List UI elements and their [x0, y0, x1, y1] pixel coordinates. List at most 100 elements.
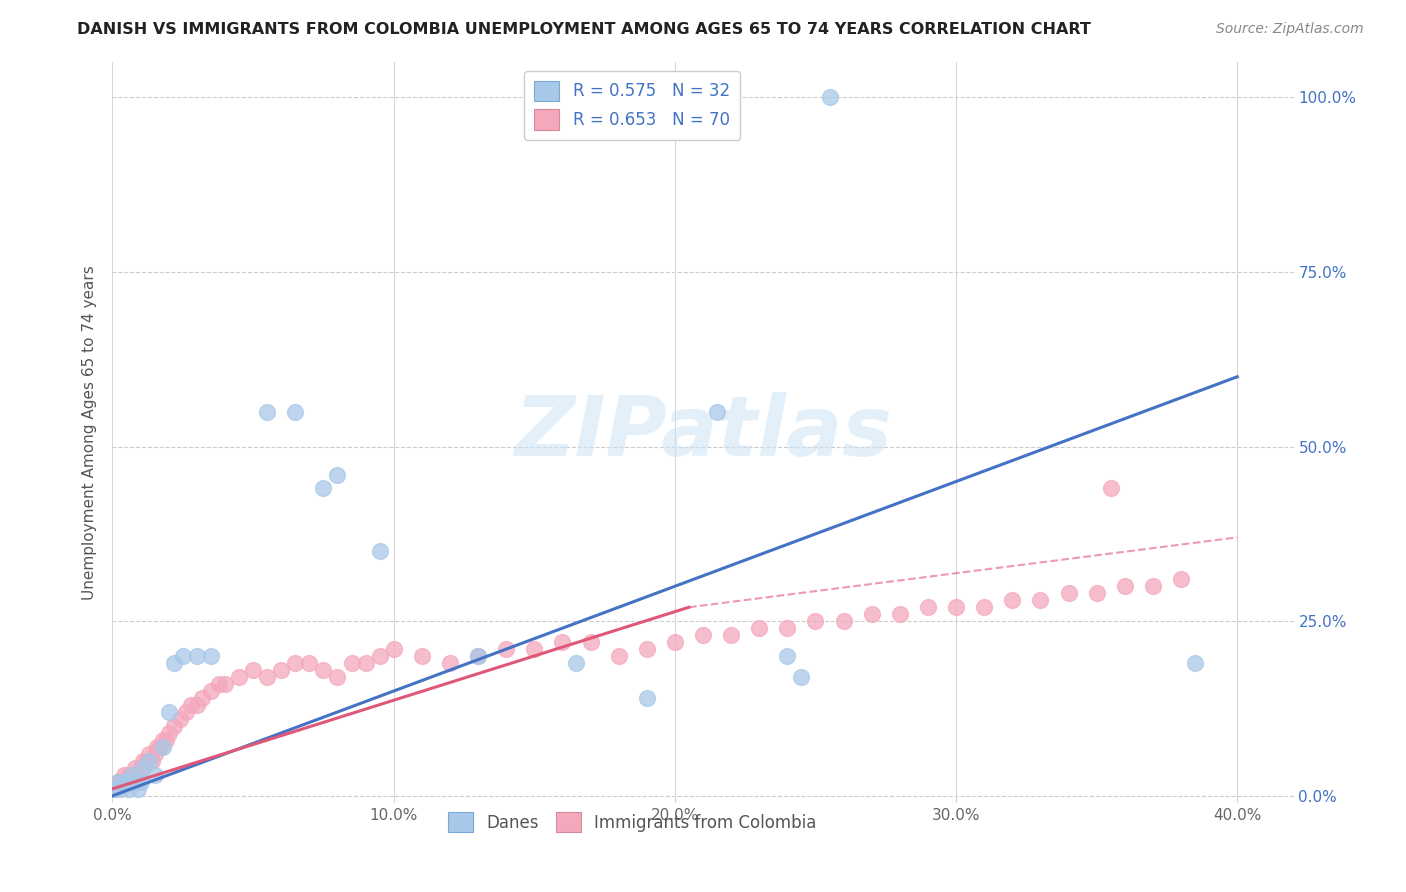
Legend: Danes, Immigrants from Colombia: Danes, Immigrants from Colombia	[441, 805, 823, 838]
Point	[917, 600, 939, 615]
Point	[104, 781, 127, 796]
Point	[818, 90, 841, 104]
Point	[149, 739, 172, 754]
Point	[945, 600, 967, 615]
Point	[214, 677, 236, 691]
Point	[157, 726, 180, 740]
Point	[1001, 593, 1024, 607]
Point	[146, 739, 169, 754]
Point	[495, 642, 517, 657]
Point	[155, 733, 177, 747]
Point	[790, 670, 813, 684]
Point	[973, 600, 995, 615]
Point	[368, 544, 391, 558]
Point	[121, 768, 143, 782]
Point	[157, 705, 180, 719]
Point	[129, 775, 152, 789]
Point	[776, 649, 799, 664]
Point	[692, 628, 714, 642]
Point	[284, 656, 307, 670]
Point	[312, 663, 335, 677]
Point	[107, 775, 129, 789]
Point	[132, 761, 155, 775]
Point	[889, 607, 911, 622]
Point	[748, 621, 770, 635]
Point	[127, 768, 149, 782]
Point	[467, 649, 489, 664]
Point	[860, 607, 883, 622]
Point	[208, 677, 231, 691]
Point	[129, 761, 152, 775]
Point	[551, 635, 574, 649]
Point	[340, 656, 363, 670]
Point	[579, 635, 602, 649]
Point	[439, 656, 461, 670]
Text: DANISH VS IMMIGRANTS FROM COLOMBIA UNEMPLOYMENT AMONG AGES 65 TO 74 YEARS CORREL: DANISH VS IMMIGRANTS FROM COLOMBIA UNEMP…	[77, 22, 1091, 37]
Point	[143, 747, 166, 761]
Point	[127, 781, 149, 796]
Point	[152, 739, 174, 754]
Point	[107, 775, 129, 789]
Point	[270, 663, 292, 677]
Point	[1142, 579, 1164, 593]
Point	[636, 642, 658, 657]
Point	[326, 467, 349, 482]
Point	[228, 670, 250, 684]
Text: Source: ZipAtlas.com: Source: ZipAtlas.com	[1216, 22, 1364, 37]
Y-axis label: Unemployment Among Ages 65 to 74 years: Unemployment Among Ages 65 to 74 years	[82, 265, 97, 600]
Point	[1029, 593, 1052, 607]
Point	[110, 775, 132, 789]
Point	[186, 649, 208, 664]
Point	[191, 691, 214, 706]
Point	[664, 635, 686, 649]
Point	[121, 768, 143, 782]
Point	[326, 670, 349, 684]
Point	[186, 698, 208, 712]
Text: ZIPatlas: ZIPatlas	[515, 392, 891, 473]
Point	[180, 698, 202, 712]
Point	[565, 656, 588, 670]
Point	[607, 649, 630, 664]
Point	[832, 614, 855, 628]
Point	[112, 768, 135, 782]
Point	[143, 768, 166, 782]
Point	[152, 733, 174, 747]
Point	[115, 775, 138, 789]
Point	[163, 656, 186, 670]
Point	[312, 482, 335, 496]
Point	[368, 649, 391, 664]
Point	[1057, 586, 1080, 600]
Point	[169, 712, 191, 726]
Point	[118, 781, 141, 796]
Point	[523, 642, 546, 657]
Point	[124, 775, 146, 789]
Point	[132, 754, 155, 768]
Point	[467, 649, 489, 664]
Point	[124, 761, 146, 775]
Point	[138, 747, 160, 761]
Point	[1099, 482, 1122, 496]
Point	[141, 754, 163, 768]
Point	[804, 614, 827, 628]
Point	[104, 781, 127, 796]
Point	[256, 405, 278, 419]
Point	[200, 684, 222, 698]
Point	[298, 656, 321, 670]
Point	[118, 768, 141, 782]
Point	[163, 719, 186, 733]
Point	[138, 754, 160, 768]
Point	[284, 405, 307, 419]
Point	[242, 663, 264, 677]
Point	[112, 775, 135, 789]
Point	[411, 649, 433, 664]
Point	[1184, 656, 1206, 670]
Point	[135, 754, 157, 768]
Point	[636, 691, 658, 706]
Point	[115, 775, 138, 789]
Point	[776, 621, 799, 635]
Point	[1114, 579, 1136, 593]
Point	[706, 405, 728, 419]
Point	[354, 656, 377, 670]
Point	[110, 781, 132, 796]
Point	[720, 628, 742, 642]
